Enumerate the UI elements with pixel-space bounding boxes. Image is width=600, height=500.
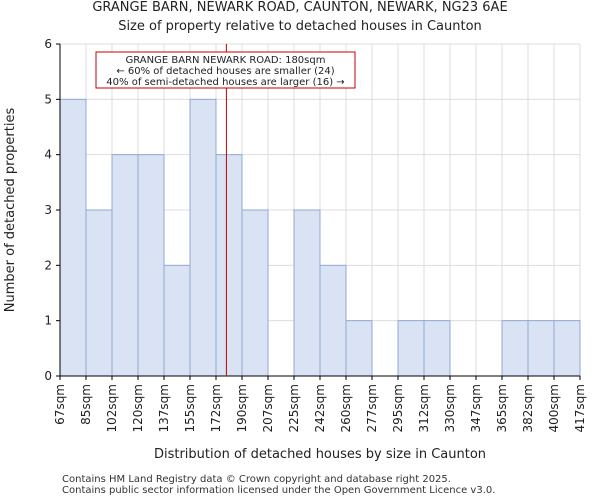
x-tick-label: 190sqm [235,384,249,432]
x-tick-label: 260sqm [339,384,353,432]
bar-242sqm [319,264,347,377]
x-tick-label: 400sqm [547,384,561,432]
y-tick-label: 3 [44,203,52,217]
bar-295sqm [397,320,425,377]
x-tick-label: 382sqm [521,384,535,432]
chart-title: GRANGE BARN, NEWARK ROAD, CAUNTON, NEWAR… [92,0,508,15]
x-tick-label: 137sqm [157,384,171,432]
annotation-line-3: 40% of semi-detached houses are larger (… [106,77,344,88]
y-axis-label: Number of detached properties [3,108,18,313]
footer-line-1: Contains HM Land Registry data © Crown c… [62,474,451,485]
x-tick-label: 347sqm [469,384,483,432]
bar-260sqm [345,320,373,377]
x-tick-label: 172sqm [209,384,223,432]
y-tick-label: 1 [44,314,52,328]
bar-365sqm [501,320,529,377]
x-tick-label: 120sqm [131,384,145,432]
bar-400sqm [553,320,581,377]
y-tick-label: 6 [44,37,52,51]
y-tick-label: 5 [44,92,52,106]
x-tick-label: 207sqm [261,384,275,432]
bar-172sqm [215,154,243,377]
x-tick-label: 155sqm [183,384,197,432]
x-tick-label: 225sqm [287,384,301,432]
y-tick-label: 4 [44,148,52,162]
bar-382sqm [527,320,555,377]
annotation-box: GRANGE BARN NEWARK ROAD: 180sqm ← 60% of… [95,51,356,89]
x-tick-label: 242sqm [313,384,327,432]
annotation-line-2: ← 60% of detached houses are smaller (24… [116,66,334,77]
bar-102sqm [111,154,139,377]
x-tick-label: 277sqm [365,384,379,432]
x-tick-label: 67sqm [53,384,67,425]
x-tick-label: 312sqm [417,384,431,432]
footer-line-2: Contains public sector information licen… [62,485,496,496]
x-tick-label: 365sqm [495,384,509,432]
x-tick-label: 102sqm [105,384,119,432]
x-tick-label: 295sqm [391,384,405,432]
bar-190sqm [241,209,269,377]
bar-312sqm [423,320,451,377]
bar-137sqm [163,264,191,377]
x-tick-label: 417sqm [573,384,587,432]
x-axis-label: Distribution of detached houses by size … [154,447,486,462]
x-tick-label: 330sqm [443,384,457,432]
bar-155sqm [189,98,217,377]
y-tick-label: 2 [44,258,52,272]
annotation-rect [95,51,356,89]
bar-85sqm [85,209,113,377]
bar-120sqm [137,154,165,377]
x-tick-label: 85sqm [79,384,93,425]
annotation-line-1: GRANGE BARN NEWARK ROAD: 180sqm [126,55,326,66]
chart-subtitle: Size of property relative to detached ho… [118,19,482,34]
bar-225sqm [293,209,321,377]
bar-67sqm [59,98,87,377]
y-tick-label: 0 [44,369,52,383]
